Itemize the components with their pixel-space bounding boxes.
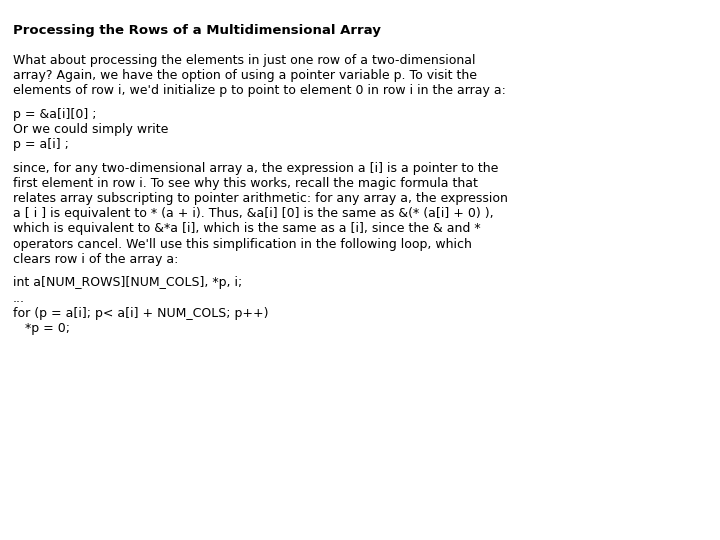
Text: Or we could simply write: Or we could simply write [13,123,168,136]
Text: p = a[i] ;: p = a[i] ; [13,138,69,151]
Text: clears row i of the array a:: clears row i of the array a: [13,253,179,266]
Text: elements of row i, we'd initialize p to point to element 0 in row i in the array: elements of row i, we'd initialize p to … [13,84,506,97]
Text: first element in row i. To see why this works, recall the magic formula that: first element in row i. To see why this … [13,177,478,190]
Text: ...: ... [13,292,25,305]
Text: Processing the Rows of a Multidimensional Array: Processing the Rows of a Multidimensiona… [13,24,381,37]
Text: which is equivalent to &*a [i], which is the same as a [i], since the & and *: which is equivalent to &*a [i], which is… [13,222,480,235]
Text: array? Again, we have the option of using a pointer variable p. To visit the: array? Again, we have the option of usin… [13,69,477,82]
Text: What about processing the elements in just one row of a two-dimensional: What about processing the elements in ju… [13,54,475,67]
Text: *p = 0;: *p = 0; [13,322,70,335]
Text: operators cancel. We'll use this simplification in the following loop, which: operators cancel. We'll use this simplif… [13,238,472,251]
Text: for (p = a[i]; p< a[i] + NUM_COLS; p++): for (p = a[i]; p< a[i] + NUM_COLS; p++) [13,307,269,320]
Text: relates array subscripting to pointer arithmetic: for any array a, the expressio: relates array subscripting to pointer ar… [13,192,508,205]
Text: int a[NUM_ROWS][NUM_COLS], *p, i;: int a[NUM_ROWS][NUM_COLS], *p, i; [13,276,242,289]
Text: since, for any two-dimensional array a, the expression a [i] is a pointer to the: since, for any two-dimensional array a, … [13,162,498,175]
Text: p = &a[i][0] ;: p = &a[i][0] ; [13,108,96,121]
Text: a [ i ] is equivalent to * (a + i). Thus, &a[i] [0] is the same as &(* (a[i] + 0: a [ i ] is equivalent to * (a + i). Thus… [13,207,494,220]
